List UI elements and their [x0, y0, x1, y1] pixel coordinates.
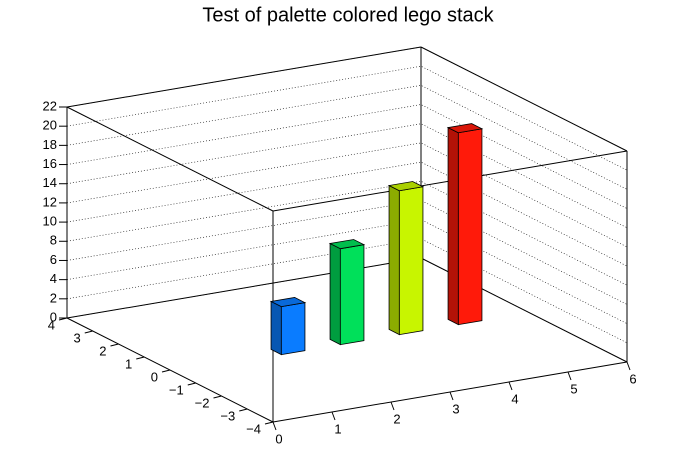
- y-tick: [239, 408, 248, 412]
- bar-front: [339, 244, 365, 346]
- z-tick-label: 6: [50, 252, 57, 267]
- x-tick: [390, 401, 395, 411]
- x-tick-label: 3: [452, 401, 459, 416]
- y-tick: [161, 369, 171, 373]
- bar-front: [280, 302, 306, 356]
- y-tick-label: 2: [99, 343, 106, 358]
- z-tick-label: 0: [50, 309, 57, 324]
- box-edge: [66, 106, 274, 212]
- z-tick-label: 14: [43, 175, 57, 190]
- y-tick: [84, 330, 93, 334]
- bar: [446, 123, 484, 326]
- y-tick: [187, 382, 196, 386]
- y-tick-label: 3: [74, 330, 81, 345]
- x-tick-label: 5: [570, 381, 577, 396]
- y-tick-label: −3: [220, 408, 235, 423]
- z-tick-label: 22: [43, 98, 57, 113]
- x-tick-label: 6: [629, 371, 636, 386]
- x-tick-label: 4: [511, 391, 518, 406]
- chart-title: Test of palette colored lego stack: [202, 4, 494, 26]
- y-tick-label: −4: [246, 421, 261, 436]
- x-tick: [567, 371, 572, 381]
- bar: [328, 239, 366, 346]
- bar-side: [270, 300, 282, 356]
- z-tick-label: 20: [43, 118, 57, 133]
- x-tick: [272, 421, 277, 431]
- box-edge: [420, 46, 628, 152]
- bar-top: [269, 297, 307, 308]
- y-tick: [58, 317, 68, 321]
- z-tick-label: 8: [50, 233, 57, 248]
- y-tick-label: −1: [169, 382, 184, 397]
- bar-front: [398, 186, 424, 336]
- z-tick-label: 10: [43, 214, 57, 229]
- y-tick: [264, 421, 274, 425]
- y-tick-label: 4: [48, 317, 55, 332]
- bar-top: [328, 239, 366, 250]
- y-tick: [213, 395, 222, 399]
- y-tick-label: 1: [125, 356, 132, 371]
- x-tick: [508, 381, 513, 391]
- x-tick-label: 2: [393, 411, 400, 426]
- z-tick-label: 12: [43, 194, 57, 209]
- z-tick-label: 16: [43, 156, 57, 171]
- x-tick: [626, 361, 631, 371]
- bar-top: [387, 181, 425, 192]
- x-tick: [331, 411, 336, 421]
- bar-side: [388, 184, 400, 336]
- z-tick-label: 18: [43, 137, 57, 152]
- y-tick: [136, 356, 145, 360]
- bar-front: [457, 128, 483, 326]
- z-tick-label: 2: [50, 290, 57, 305]
- bar-side: [447, 126, 459, 326]
- x-tick-label: 1: [334, 421, 341, 436]
- bar-side: [329, 242, 341, 346]
- z-tick-label: 4: [50, 271, 57, 286]
- bar: [387, 181, 425, 336]
- bar-top: [446, 123, 484, 134]
- bar: [269, 297, 307, 356]
- x-tick: [449, 391, 454, 401]
- y-tick: [110, 343, 119, 347]
- y-tick-label: 0: [151, 369, 158, 384]
- y-tick-label: −2: [195, 395, 210, 410]
- box-edge: [66, 46, 422, 108]
- x-tick-label: 0: [275, 431, 282, 446]
